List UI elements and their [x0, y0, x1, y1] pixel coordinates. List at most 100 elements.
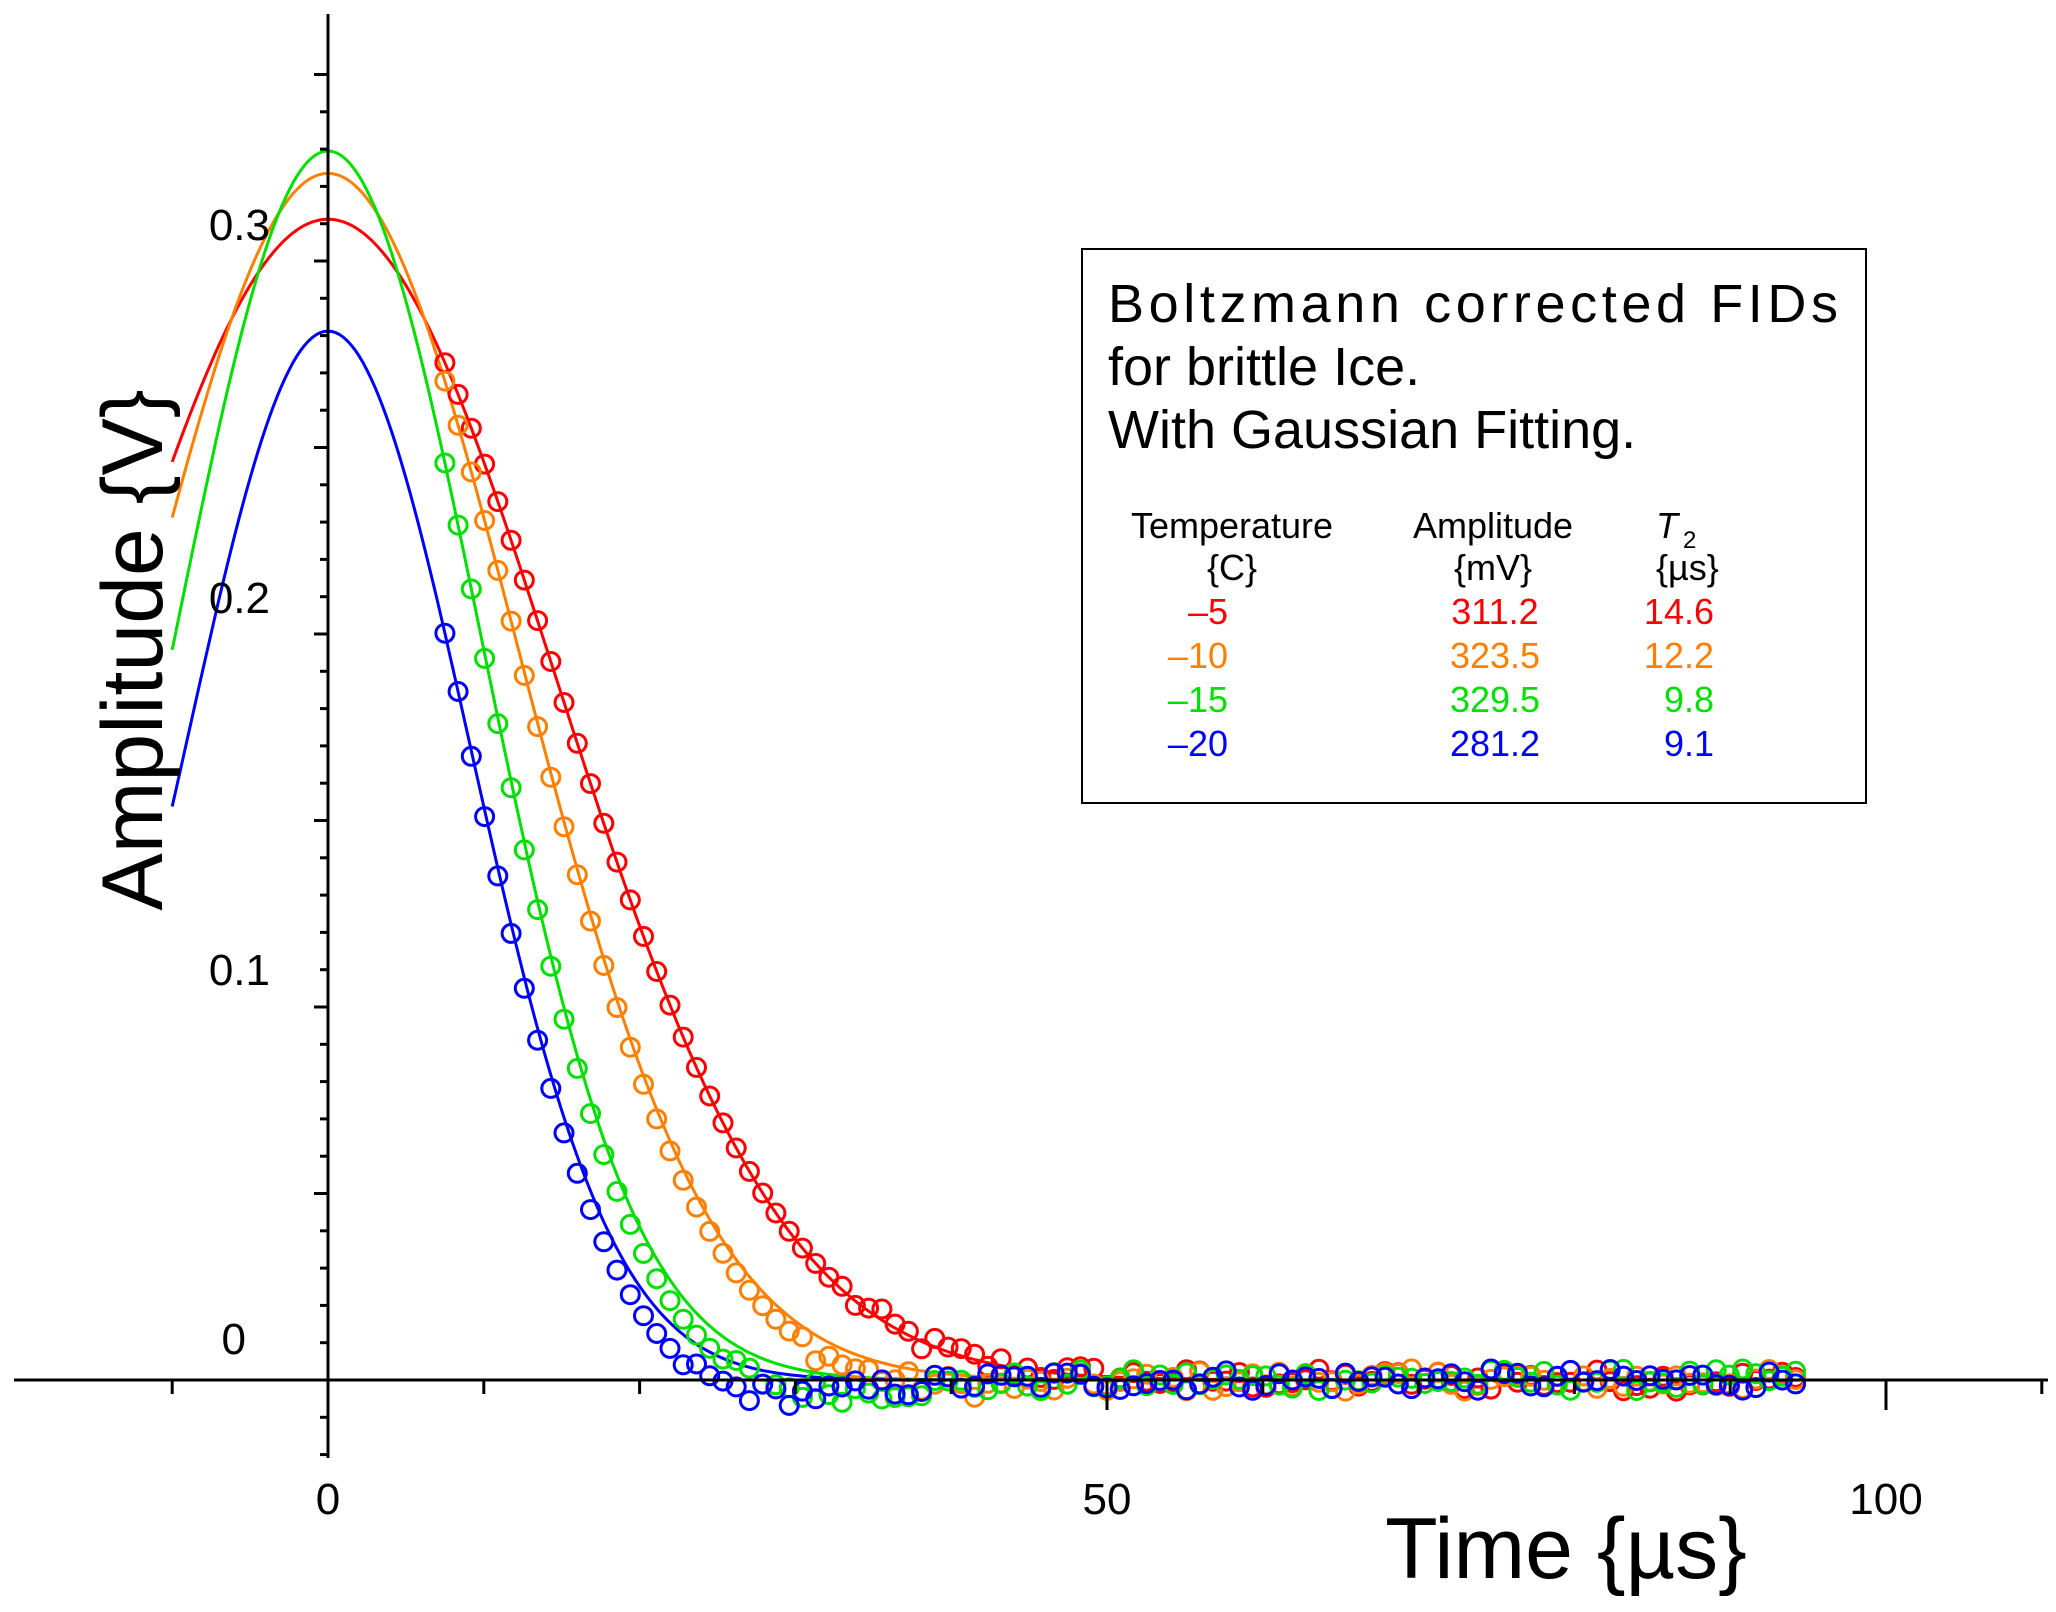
axes: [14, 14, 2048, 1458]
data-point-s1-37: [924, 1327, 946, 1349]
legend-title-line-2: for brittle Ice.: [1108, 337, 1420, 397]
row-2-t2: 12.2: [1644, 635, 1714, 676]
row-3-temperature: –15: [1168, 679, 1228, 720]
data-point-s3-15: [633, 1242, 654, 1264]
data-point-s2-19: [686, 1196, 707, 1218]
data-point-s4-4: [487, 865, 509, 887]
data-point-s4-89: [1613, 1365, 1634, 1387]
data-point-s4-45: [1030, 1376, 1052, 1398]
y-tick-label-0-1: 0.1: [209, 946, 270, 995]
data-point-s3-3: [474, 647, 496, 669]
data-point-s4-53: [1136, 1373, 1158, 1394]
data-point-s4-8: [540, 1077, 562, 1099]
data-point-s4-12: [593, 1231, 615, 1253]
data-point-s1-19: [686, 1056, 707, 1078]
data-point-s4-19: [686, 1353, 707, 1375]
x-tick-label-0: 0: [316, 1475, 340, 1524]
data-point-s1-14: [619, 889, 641, 911]
data-point-s1-22: [725, 1137, 747, 1159]
data-point-s1-7: [527, 610, 549, 632]
data-point-s2-7: [527, 716, 549, 738]
data-point-s2-13: [606, 997, 628, 1018]
data-point-s1-28: [805, 1252, 827, 1274]
data-point-s4-26: [778, 1394, 800, 1416]
data-point-s3-5: [500, 777, 522, 799]
data-point-s4-22: [725, 1376, 747, 1398]
data-point-s3-0: [434, 452, 456, 474]
data-point-s4-13: [606, 1259, 628, 1281]
unit-t2: {µs}: [1656, 547, 1719, 588]
data-point-s2-27: [791, 1326, 813, 1348]
data-point-s1-9: [553, 692, 575, 713]
data-point-s4-3: [474, 806, 496, 828]
data-point-s3-23: [738, 1357, 760, 1379]
data-point-s4-41: [977, 1363, 999, 1385]
data-point-s4-82: [1520, 1375, 1542, 1397]
data-point-s4-35: [897, 1384, 919, 1406]
data-point-s2-25: [765, 1308, 787, 1330]
row-1-amplitude: 311.2: [1451, 591, 1538, 632]
row-1-t2: 14.6: [1644, 591, 1714, 632]
data-point-s3-20: [699, 1337, 721, 1359]
data-point-s3-47: [1056, 1373, 1078, 1395]
data-point-s3-30: [831, 1391, 853, 1413]
data-point-s2-22: [725, 1262, 747, 1284]
data-point-s4-2: [460, 745, 482, 767]
data-point-s2-2: [460, 461, 482, 483]
data-point-s1-26: [778, 1220, 800, 1242]
data-point-s1-24: [752, 1182, 774, 1204]
data-point-s1-21: [712, 1112, 734, 1134]
data-point-s4-74: [1414, 1367, 1436, 1389]
data-point-s2-11: [580, 910, 601, 932]
data-point-s4-48: [1070, 1363, 1091, 1385]
data-point-s3-84: [1546, 1374, 1568, 1396]
row-3-t2: 9.8: [1664, 679, 1714, 720]
data-point-s1-30: [831, 1275, 853, 1297]
data-point-s4-30: [831, 1376, 853, 1398]
data-point-s1-16: [646, 961, 668, 982]
data-point-s1-38: [937, 1336, 959, 1358]
data-point-s2-9: [553, 816, 575, 838]
data-point-s1-39: [950, 1338, 972, 1360]
data-point-s4-91: [1639, 1365, 1661, 1387]
data-point-s2-28: [805, 1350, 827, 1372]
data-point-s1-15: [633, 925, 654, 947]
x-tick-label-100: 100: [1849, 1475, 1922, 1524]
data-point-s3-17: [659, 1290, 681, 1312]
data-point-s1-25: [765, 1202, 787, 1224]
x-axis-title: Time {µs}: [1385, 1501, 1747, 1597]
data-point-s2-18: [672, 1169, 694, 1191]
data-point-s4-23: [738, 1390, 760, 1412]
data-point-s4-5: [500, 922, 522, 944]
legend-title-line-3: With Gaussian Fitting.: [1108, 400, 1636, 460]
data-point-s3-91: [1639, 1371, 1661, 1393]
data-point-s4-20: [699, 1365, 721, 1387]
data-point-s3-12: [593, 1144, 615, 1166]
data-point-s4-83: [1533, 1376, 1555, 1398]
data-point-s4-102: [1785, 1373, 1807, 1395]
data-point-s4-11: [580, 1199, 601, 1221]
data-point-s4-42: [990, 1364, 1012, 1386]
row-1-temperature: –5: [1188, 591, 1228, 632]
data-point-s4-84: [1546, 1365, 1568, 1387]
data-point-s2-15: [633, 1073, 654, 1095]
legend-box: Boltzmann corrected FIDs for brittle Ice…: [1081, 248, 1867, 804]
data-point-s2-5: [500, 610, 522, 632]
data-point-s4-65: [1295, 1366, 1317, 1388]
row-2-temperature: –10: [1168, 635, 1228, 676]
row-3-amplitude: 329.5: [1450, 679, 1540, 720]
data-point-s3-19: [686, 1324, 707, 1346]
data-point-s3-10: [566, 1057, 588, 1079]
data-point-s3-72: [1387, 1366, 1409, 1388]
data-point-s1-27: [791, 1237, 813, 1259]
data-point-s1-35: [897, 1320, 919, 1342]
data-point-s1-1: [447, 383, 469, 405]
data-point-s1-11: [580, 773, 601, 795]
data-point-s4-18: [672, 1354, 694, 1376]
data-point-s3-74: [1414, 1373, 1436, 1394]
data-point-s4-96: [1705, 1374, 1727, 1396]
data-point-s1-12: [593, 812, 615, 834]
data-point-s4-52: [1123, 1375, 1144, 1397]
data-point-s3-16: [646, 1268, 668, 1290]
